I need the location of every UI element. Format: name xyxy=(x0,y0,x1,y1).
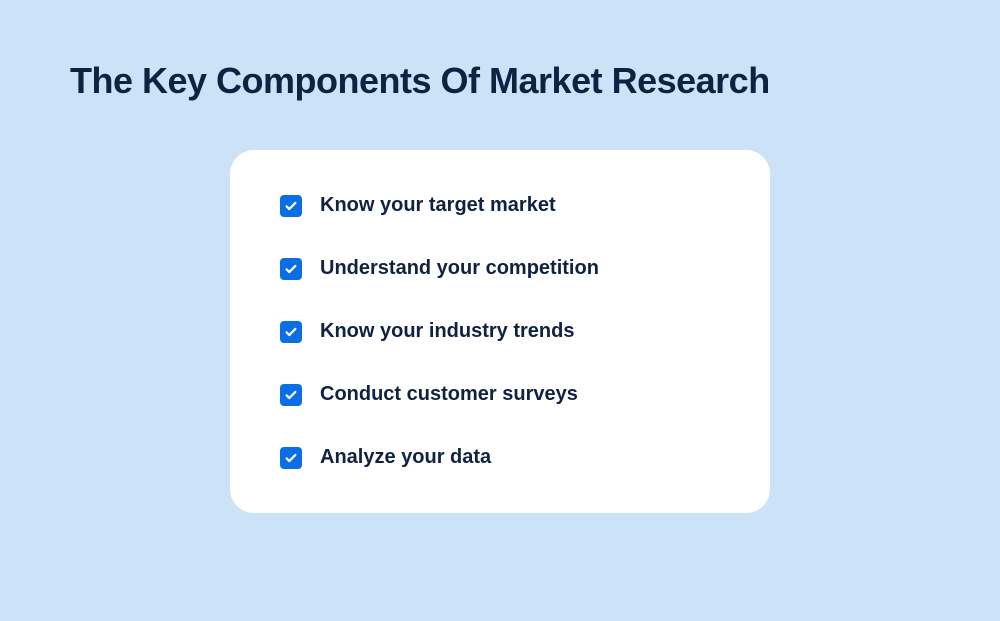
checkbox-icon xyxy=(280,447,302,469)
checkbox-icon xyxy=(280,195,302,217)
list-item: Know your target market xyxy=(280,194,720,217)
list-item: Conduct customer surveys xyxy=(280,383,720,406)
list-item-label: Conduct customer surveys xyxy=(320,383,578,406)
list-item: Know your industry trends xyxy=(280,320,720,343)
list-item: Understand your competition xyxy=(280,257,720,280)
checkbox-icon xyxy=(280,258,302,280)
list-item-label: Understand your competition xyxy=(320,257,599,280)
checklist-card: Know your target market Understand your … xyxy=(230,150,770,513)
page-title: The Key Components Of Market Research xyxy=(70,60,930,102)
list-item: Analyze your data xyxy=(280,446,720,469)
checkbox-icon xyxy=(280,321,302,343)
checkbox-icon xyxy=(280,384,302,406)
list-item-label: Know your industry trends xyxy=(320,320,574,343)
list-item-label: Know your target market xyxy=(320,194,556,217)
list-item-label: Analyze your data xyxy=(320,446,491,469)
